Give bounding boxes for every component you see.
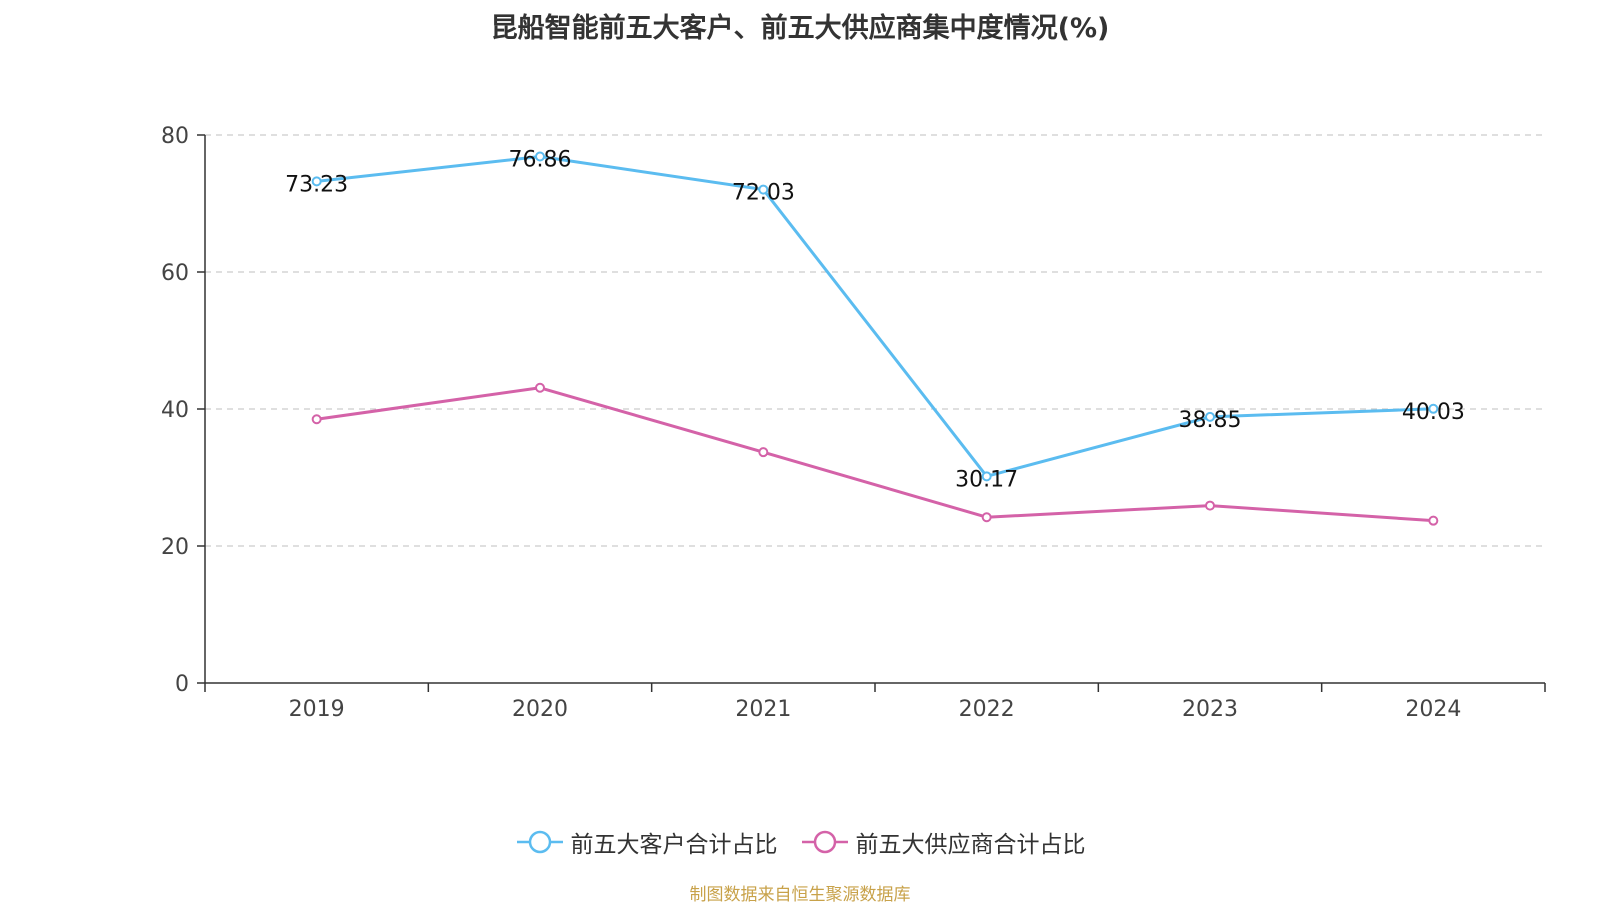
data-label-0-2022: 30.17: [955, 467, 1018, 492]
series-0-point-2023[interactable]: [1205, 411, 1215, 422]
series-1-point-2020[interactable]: [535, 382, 545, 393]
series-1-point-2023[interactable]: [1205, 500, 1215, 511]
series-line-1: [316, 386, 1434, 523]
data-label-0-2020: 76.86: [509, 148, 572, 173]
chart-title: 昆船智能前五大客户、前五大供应商集中度情况(%): [490, 13, 1110, 44]
legend: 前五大客户合计占比 前五大供应商合计占比: [0, 825, 1600, 859]
series-0-point-2020[interactable]: [535, 151, 545, 162]
source-note: 制图数据来自恒生聚源数据库: [689, 885, 911, 905]
legend-item-customers[interactable]: 前五大客户合计占比: [515, 825, 778, 859]
legend-customers-label: 前五大客户合计占比: [570, 832, 778, 858]
x-tick-label-2019: 2019: [289, 697, 345, 722]
legend-customers-marker-icon: [516, 830, 563, 854]
axes: 0 20 40 60 80 2019 2020 2021 2022 2023 2024: [161, 124, 1546, 722]
data-label-0-2021: 72.03: [732, 181, 795, 206]
y-tick-label-0: 0: [175, 672, 189, 697]
series: [311, 151, 1439, 526]
series-0-point-2021[interactable]: [758, 184, 769, 195]
x-tick-label-2021: 2021: [735, 697, 791, 722]
legend-suppliers-label: 前五大供应商合计占比: [855, 832, 1086, 858]
series-0-point-2024[interactable]: [1428, 403, 1439, 414]
data-label-0-2019: 73.23: [285, 172, 348, 197]
y-tick-label-40: 40: [161, 398, 189, 423]
series-0-point-2022[interactable]: [981, 471, 992, 482]
x-tick-label-2020: 2020: [512, 697, 568, 722]
data-labels: 73.23 76.86 72.03 30.17 38.85 40.03: [285, 148, 1465, 493]
series-1-point-2019[interactable]: [311, 414, 322, 425]
grid-lines: [205, 134, 1545, 547]
y-tick-label-80: 80: [161, 124, 189, 149]
series-line-0: [316, 155, 1434, 478]
legend-item-suppliers[interactable]: 前五大供应商合计占比: [800, 825, 1086, 859]
y-tick-label-20: 20: [161, 535, 189, 560]
legend-suppliers-marker-icon: [801, 830, 848, 854]
series-1-point-2022[interactable]: [981, 512, 992, 523]
x-tick-label-2023: 2023: [1182, 697, 1238, 722]
data-label-0-2024: 40.03: [1402, 400, 1465, 425]
x-tick-label-2024: 2024: [1405, 697, 1461, 722]
x-tick-label-2022: 2022: [959, 697, 1015, 722]
y-tick-label-60: 60: [161, 261, 189, 286]
series-1-point-2021[interactable]: [758, 447, 769, 458]
series-0-point-2019[interactable]: [311, 176, 322, 187]
series-1-point-2024[interactable]: [1428, 515, 1439, 526]
data-label-0-2023: 38.85: [1179, 408, 1242, 433]
